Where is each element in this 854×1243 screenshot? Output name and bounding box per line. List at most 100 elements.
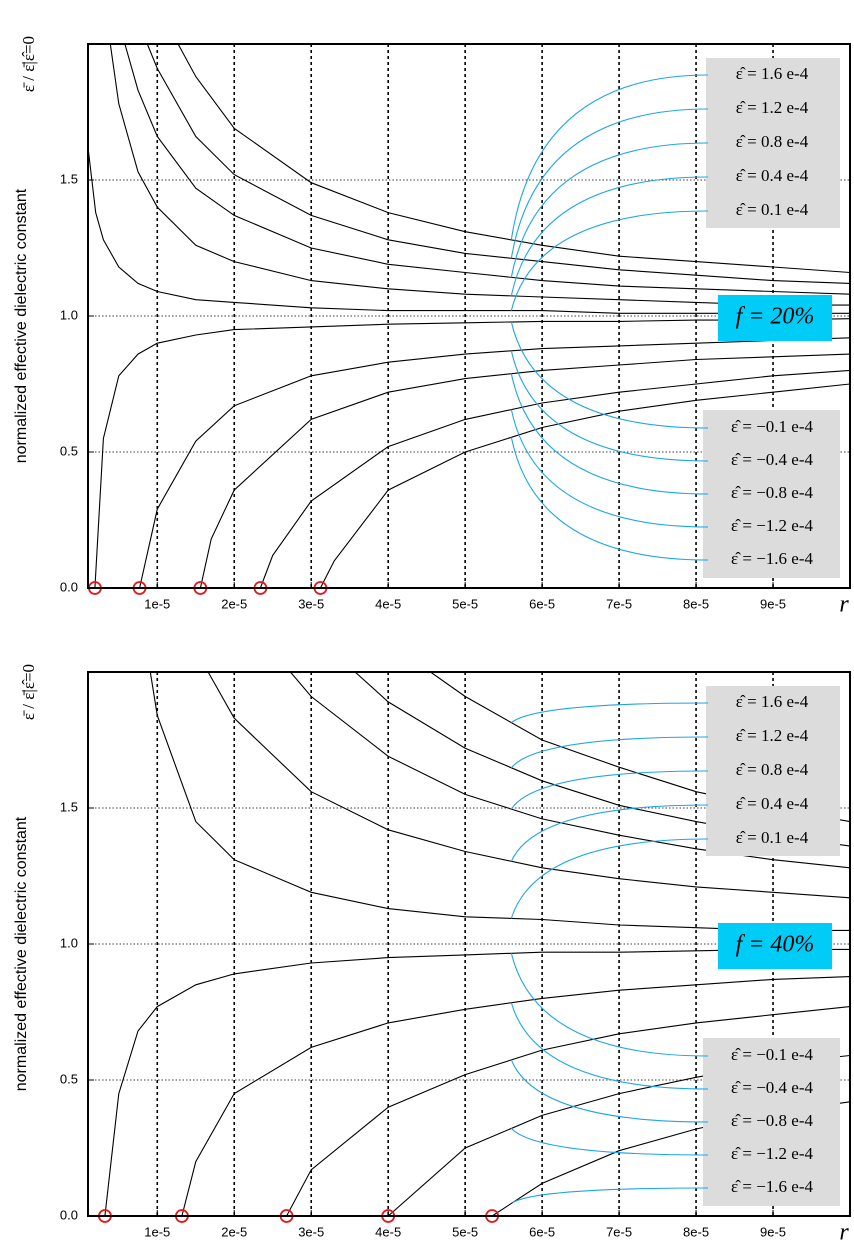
leader-line bbox=[510, 736, 709, 769]
legend-label: ε̂ = −1.6 e-4 bbox=[731, 1177, 814, 1196]
leader-line bbox=[510, 804, 709, 862]
leader-line bbox=[510, 409, 709, 528]
legend-label: ε̂ = 1.6 e-4 bbox=[736, 692, 809, 711]
x-axis-label: r bbox=[839, 1220, 849, 1243]
x-tick-label: 6e-5 bbox=[529, 596, 555, 611]
x-tick-label: 9e-5 bbox=[760, 596, 786, 611]
annotation: f = 40% bbox=[736, 932, 815, 958]
x-tick-label: 7e-5 bbox=[606, 596, 632, 611]
data-line bbox=[94, 318, 850, 588]
x-tick-label: 1e-5 bbox=[144, 1224, 170, 1239]
y-axis-symbol: ε̄ / ε̄|ε̂=0 bbox=[19, 664, 38, 720]
leader-line bbox=[510, 953, 709, 1057]
legend-box bbox=[703, 410, 840, 578]
y-tick-label: 0.0 bbox=[60, 1207, 78, 1222]
leader-line bbox=[510, 1059, 709, 1123]
legend-label: ε̂ = −0.4 e-4 bbox=[731, 450, 814, 469]
leader-line bbox=[510, 321, 709, 429]
leader-line bbox=[510, 373, 709, 495]
legend-label: ε̂ = −0.1 e-4 bbox=[731, 417, 814, 436]
x-tick-label: 1e-5 bbox=[144, 596, 170, 611]
data-line bbox=[319, 383, 850, 588]
legend-label: ε̂ = −1.2 e-4 bbox=[731, 516, 814, 535]
data-line bbox=[199, 353, 850, 588]
leader-line bbox=[510, 1002, 709, 1090]
y-axis-symbol: ε̄ / ε̄|ε̂=0 bbox=[19, 36, 38, 92]
legend-box bbox=[703, 1038, 840, 1206]
legend-label: ε̂ = −1.2 e-4 bbox=[731, 1144, 814, 1163]
plot-frame bbox=[87, 671, 851, 1217]
x-tick-label: 8e-5 bbox=[683, 596, 709, 611]
leader-line bbox=[510, 176, 709, 296]
data-line bbox=[104, 948, 850, 1216]
annotation-box bbox=[718, 295, 832, 341]
x-tick-label: 3e-5 bbox=[298, 1224, 324, 1239]
legend-label: ε̂ = −0.4 e-4 bbox=[731, 1078, 814, 1097]
x-tick-label: 3e-5 bbox=[298, 596, 324, 611]
x-tick-label: 5e-5 bbox=[452, 596, 478, 611]
legend-label: ε̂ = 0.1 e-4 bbox=[736, 200, 809, 219]
data-line bbox=[286, 1006, 850, 1216]
leader-line bbox=[510, 210, 709, 311]
legend-label: ε̂ = −1.6 e-4 bbox=[731, 549, 814, 568]
x-tick-label: 9e-5 bbox=[760, 1224, 786, 1239]
data-line bbox=[289, 672, 850, 869]
legend-label: ε̂ = 0.8 e-4 bbox=[736, 760, 809, 779]
data-line bbox=[88, 147, 850, 314]
leader-line bbox=[510, 74, 709, 240]
leader-line bbox=[510, 838, 709, 919]
x-tick-label: 2e-5 bbox=[221, 596, 247, 611]
y-tick-label: 0.5 bbox=[60, 443, 78, 458]
x-tick-label: 8e-5 bbox=[683, 1224, 709, 1239]
series-group bbox=[88, 44, 850, 588]
x-tick-label: 6e-5 bbox=[529, 1224, 555, 1239]
annotation-box bbox=[718, 923, 832, 969]
x-tick-label: 2e-5 bbox=[221, 1224, 247, 1239]
plot-frame bbox=[87, 43, 851, 589]
legend-label: ε̂ = 0.4 e-4 bbox=[736, 794, 809, 813]
legend-box bbox=[706, 686, 840, 856]
data-line bbox=[124, 44, 850, 295]
y-tick-label: 0.0 bbox=[60, 579, 78, 594]
data-line bbox=[177, 44, 850, 274]
y-tick-label: 1.5 bbox=[60, 171, 78, 186]
legend-label: ε̂ = 1.6 e-4 bbox=[736, 64, 809, 83]
leader-line bbox=[510, 1128, 709, 1156]
data-line bbox=[109, 44, 850, 306]
leader-line bbox=[510, 142, 709, 278]
data-line bbox=[181, 976, 850, 1216]
data-line bbox=[146, 44, 850, 284]
data-line bbox=[139, 337, 850, 588]
x-axis-label: r bbox=[839, 592, 849, 618]
y-tick-label: 1.0 bbox=[60, 307, 78, 322]
legend-label: ε̂ = 0.4 e-4 bbox=[736, 166, 809, 185]
x-tick-label: 4e-5 bbox=[375, 596, 401, 611]
y-axis-label: normalized effective dielectric constant bbox=[13, 188, 30, 463]
legend-label: ε̂ = −0.1 e-4 bbox=[731, 1045, 814, 1064]
legend-label: ε̂ = 1.2 e-4 bbox=[736, 726, 809, 745]
data-line bbox=[259, 369, 850, 588]
y-axis-label: normalized effective dielectric constant bbox=[13, 816, 30, 1091]
legend-label: ε̂ = 1.2 e-4 bbox=[736, 98, 809, 117]
legend-label: ε̂ = 0.8 e-4 bbox=[736, 132, 809, 151]
leader-line bbox=[510, 108, 709, 259]
legend-label: ε̂ = 0.1 e-4 bbox=[736, 828, 809, 847]
x-tick-label: 7e-5 bbox=[606, 1224, 632, 1239]
legend-box bbox=[706, 58, 840, 228]
annotation: f = 20% bbox=[736, 304, 815, 330]
data-line bbox=[149, 672, 850, 931]
x-tick-label: 5e-5 bbox=[452, 1224, 478, 1239]
x-tick-label: 4e-5 bbox=[375, 1224, 401, 1239]
leader-line bbox=[510, 702, 709, 724]
leader-line bbox=[512, 1187, 709, 1204]
legend-label: ε̂ = −0.8 e-4 bbox=[731, 1111, 814, 1130]
data-line bbox=[207, 672, 850, 899]
leader-line bbox=[510, 437, 709, 561]
legend-label: ε̂ = −0.8 e-4 bbox=[731, 483, 814, 502]
y-tick-label: 1.5 bbox=[60, 799, 78, 814]
y-tick-label: 0.5 bbox=[60, 1071, 78, 1086]
leader-line bbox=[510, 350, 709, 462]
leader-line bbox=[510, 770, 709, 810]
